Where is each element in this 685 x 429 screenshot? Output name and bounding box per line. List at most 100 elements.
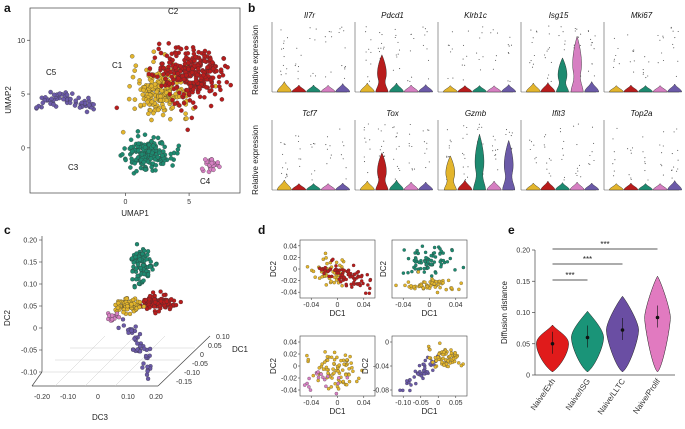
umap-point bbox=[225, 65, 230, 70]
violin-dot bbox=[382, 48, 384, 50]
violin-top2a-c3 bbox=[638, 136, 653, 191]
diffusion-point bbox=[343, 353, 348, 357]
diffusion-point bbox=[419, 374, 424, 378]
violin-dot bbox=[648, 61, 650, 63]
violin-dot bbox=[283, 56, 285, 58]
3d-xtick: -0.10 bbox=[60, 394, 76, 401]
violin-pdcd1-c2 bbox=[375, 32, 389, 93]
violin-body bbox=[403, 84, 419, 93]
umap-point bbox=[86, 102, 92, 108]
diffusion-point bbox=[307, 376, 311, 381]
violin-dot bbox=[482, 143, 484, 145]
violin-dot bbox=[298, 135, 300, 137]
diffusion-point bbox=[359, 279, 364, 283]
umap-point bbox=[218, 67, 224, 72]
umap-point bbox=[151, 110, 156, 116]
diffusion-subplot-bottom-right: -0.10 -0.05 0 0.05 0 -0.04 -0.08 DC1 DC2 bbox=[361, 335, 468, 416]
subplot-xtick: 0.04 bbox=[357, 302, 371, 309]
violin-dot bbox=[314, 170, 316, 172]
violin-body bbox=[623, 182, 639, 191]
violin-dot bbox=[673, 131, 675, 133]
violin-dot bbox=[345, 178, 347, 180]
diffusion-point bbox=[332, 280, 336, 285]
violin-body bbox=[375, 152, 389, 191]
violin-dot bbox=[543, 144, 545, 146]
diffusion-point bbox=[456, 361, 461, 365]
violin-dot bbox=[590, 38, 592, 40]
violin-dot bbox=[397, 41, 399, 43]
umap-point bbox=[189, 115, 195, 121]
gene-name: Isg15 bbox=[549, 11, 569, 20]
violin-dot bbox=[630, 178, 632, 180]
violin-dot bbox=[509, 80, 511, 82]
diffusion-point bbox=[367, 291, 372, 296]
umap-point bbox=[161, 105, 166, 110]
violin-dot bbox=[507, 80, 509, 82]
diffusion-point bbox=[332, 350, 337, 355]
umap-point bbox=[77, 105, 83, 110]
3d-point bbox=[141, 271, 147, 277]
violin-dot bbox=[341, 65, 343, 67]
violin-dot bbox=[631, 147, 634, 149]
3d-point bbox=[140, 365, 145, 370]
umap-point bbox=[166, 41, 171, 46]
diffusion-point bbox=[432, 251, 437, 255]
diffusion-point bbox=[363, 291, 368, 295]
violin-dot bbox=[532, 63, 534, 65]
diffusion-point bbox=[332, 371, 336, 375]
3d-point bbox=[131, 347, 136, 352]
diffusion-point bbox=[446, 358, 450, 363]
umap-point bbox=[133, 63, 139, 68]
3d-point bbox=[121, 310, 126, 315]
subplot-ylabel: DC2 bbox=[269, 357, 278, 374]
subplot-xtick: -0.04 bbox=[303, 302, 319, 309]
violin-dot bbox=[677, 149, 679, 151]
significance-bracket: *** bbox=[552, 240, 658, 250]
violin-dot bbox=[365, 141, 367, 143]
panel-label-b: b bbox=[248, 1, 255, 15]
violin-dot bbox=[341, 26, 343, 28]
3d-xtick: 0 bbox=[96, 394, 100, 401]
diffusion-point bbox=[322, 360, 327, 364]
violin-dot bbox=[576, 28, 578, 30]
diffusion-point bbox=[350, 365, 354, 370]
violin-dot bbox=[511, 147, 513, 149]
3d-point bbox=[129, 302, 134, 307]
umap-point bbox=[130, 74, 136, 80]
violin-dot bbox=[378, 155, 380, 157]
diffusion-point bbox=[332, 361, 336, 366]
umap-point bbox=[127, 84, 132, 89]
violin-dot bbox=[286, 68, 288, 70]
violin-dot bbox=[628, 174, 630, 176]
violin-dot bbox=[546, 50, 548, 52]
diffusion-point bbox=[439, 262, 444, 267]
3d-point bbox=[137, 257, 142, 262]
umap-point bbox=[177, 103, 182, 108]
umap-point bbox=[70, 91, 75, 96]
violin-dot bbox=[478, 123, 480, 125]
umap-point bbox=[91, 102, 96, 107]
diffusion-point bbox=[414, 257, 418, 262]
violin-dot bbox=[479, 37, 481, 39]
diffusion-subplot-top-left: -0.04 0 0.04 0.04 0.02 0 -0.02 -0.04 DC1 DC2 bbox=[269, 239, 376, 318]
3d-point bbox=[133, 324, 138, 329]
violin-dot bbox=[544, 54, 546, 56]
violin-dot bbox=[550, 175, 552, 177]
violin-pdcd1-c3 bbox=[389, 28, 404, 93]
violin-dot bbox=[481, 126, 483, 128]
violin-dot bbox=[424, 34, 426, 36]
violin-dot bbox=[550, 61, 552, 63]
violin-dot bbox=[367, 76, 369, 78]
diffusion-point bbox=[427, 356, 432, 360]
violin-dot bbox=[543, 136, 546, 138]
umap-point bbox=[126, 96, 132, 102]
umap-point bbox=[128, 165, 133, 170]
violin-dot bbox=[562, 154, 564, 156]
3d-point bbox=[116, 325, 121, 331]
violin-dot bbox=[674, 37, 676, 39]
subplot-xtick: -0.05 bbox=[413, 400, 429, 407]
diffusion-point bbox=[326, 374, 330, 379]
violin-mki67-c5 bbox=[667, 26, 682, 93]
diffusion-point bbox=[317, 366, 322, 370]
violin-dot bbox=[310, 75, 312, 77]
